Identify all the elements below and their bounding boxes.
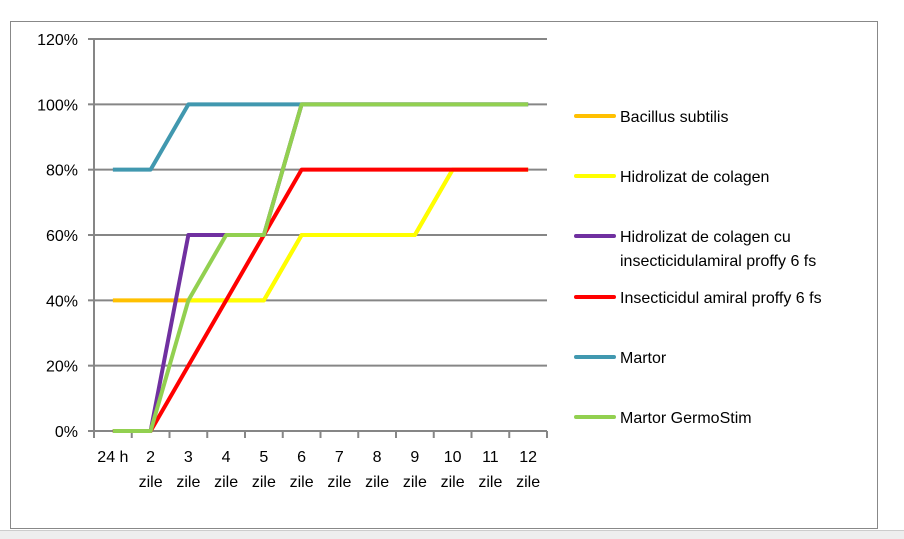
x-tick-label-line2: zile bbox=[139, 474, 163, 491]
x-tick-label-line2: zile bbox=[365, 474, 389, 491]
series-line-4 bbox=[113, 104, 528, 169]
x-tick-label: 6 bbox=[297, 449, 306, 466]
x-tick-label-line2: zile bbox=[214, 474, 238, 491]
y-tick-label: 60% bbox=[46, 228, 78, 245]
y-tick-label: 80% bbox=[46, 163, 78, 180]
x-tick-label-line2: zile bbox=[176, 474, 200, 491]
x-tick-label-line2: zile bbox=[403, 474, 427, 491]
x-tick-label-line2: zile bbox=[252, 474, 276, 491]
y-tick-label: 40% bbox=[46, 293, 78, 310]
series-line-2 bbox=[113, 104, 528, 431]
x-tick-label-line2: zile bbox=[290, 474, 314, 491]
x-tick-label-line2: zile bbox=[441, 474, 465, 491]
x-tick-label: 5 bbox=[259, 449, 268, 466]
x-tick-label: 2 bbox=[146, 449, 155, 466]
legend-label: Bacillus subtilis bbox=[620, 109, 728, 126]
y-tick-label: 100% bbox=[37, 97, 78, 114]
x-tick-label: 8 bbox=[373, 449, 382, 466]
x-tick-label-line2: zile bbox=[516, 474, 540, 491]
x-tick-label-line2: zile bbox=[327, 474, 351, 491]
y-tick-label: 120% bbox=[37, 32, 78, 49]
x-tick-label: 24 h bbox=[97, 449, 128, 466]
y-tick-label: 0% bbox=[55, 424, 78, 441]
x-tick-label-line2: zile bbox=[478, 474, 502, 491]
x-tick-label: 9 bbox=[410, 449, 419, 466]
series-line-5 bbox=[113, 104, 528, 431]
y-tick-label: 20% bbox=[46, 359, 78, 376]
legend-label: Insecticidul amiral proffy 6 fs bbox=[620, 290, 822, 307]
legend-label: Martor bbox=[620, 350, 667, 367]
x-tick-label: 11 bbox=[482, 449, 499, 466]
legend-label: Hidrolizat de colagen bbox=[620, 169, 769, 186]
x-tick-label: 12 bbox=[519, 449, 537, 466]
x-tick-label: 3 bbox=[184, 449, 193, 466]
legend-label: Martor GermoStim bbox=[620, 410, 752, 427]
x-tick-label: 10 bbox=[444, 449, 462, 466]
x-tick-label: 4 bbox=[222, 449, 231, 466]
x-tick-label: 7 bbox=[335, 449, 344, 466]
